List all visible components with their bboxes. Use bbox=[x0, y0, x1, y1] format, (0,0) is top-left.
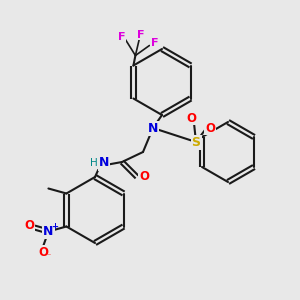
Text: N: N bbox=[43, 225, 54, 238]
Text: O: O bbox=[186, 112, 196, 124]
Text: N: N bbox=[99, 157, 109, 169]
Text: F: F bbox=[137, 29, 144, 40]
Text: F: F bbox=[151, 38, 158, 47]
Text: O: O bbox=[24, 219, 34, 232]
Text: +: + bbox=[51, 222, 58, 231]
Text: H: H bbox=[90, 158, 98, 168]
Text: F: F bbox=[118, 32, 125, 41]
Text: N: N bbox=[148, 122, 158, 134]
Text: O: O bbox=[139, 170, 149, 184]
Text: ⁻: ⁻ bbox=[46, 251, 51, 260]
Text: O: O bbox=[205, 122, 215, 134]
Text: S: S bbox=[191, 136, 200, 148]
Text: O: O bbox=[38, 246, 48, 259]
